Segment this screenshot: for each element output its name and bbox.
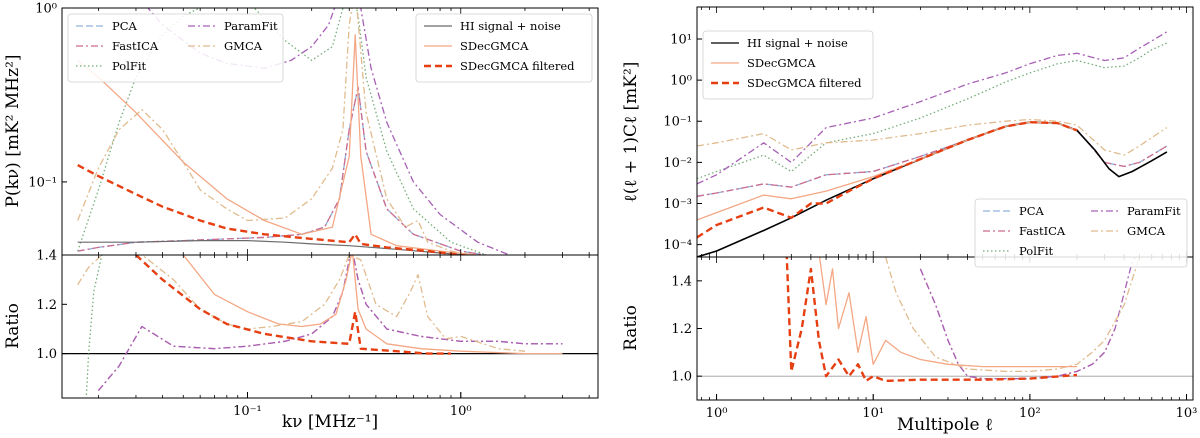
left-bottom-series-fastica (97, 255, 563, 392)
right-bottom-series-gmca (884, 257, 1167, 373)
left-x-axis-label: kν [MHz⁻¹] (282, 412, 378, 432)
right-top-y-tick-label: 10¹ (670, 33, 692, 48)
right-bottom-y-axis-label: Ratio (621, 305, 641, 351)
right-bottom-series-sdecgmca-filtered (785, 257, 1078, 383)
right-top-series-pca (697, 121, 1168, 197)
left-bottom-x-tick-label: 10⁰ (450, 404, 472, 419)
right-legend-methods-frame (974, 198, 1188, 268)
right-top-series-paramfit (697, 31, 1168, 185)
left-legend-methods-entry-fastica: FastICA (112, 39, 159, 53)
right-legend-signal-frame (702, 30, 874, 100)
left-top-y-axis-label: P(kν) [mK² MHz²] (3, 54, 23, 207)
right-bottom-y-tick-label: 1.0 (671, 370, 692, 385)
right-top-y-axis-label: ℓ(ℓ + 1)Cℓ [mK²] (621, 62, 641, 203)
right-legend-signal-entry-sdecgmca-filtered: SDecGMCA filtered (747, 76, 862, 90)
right-bottom-series-group (785, 257, 1167, 383)
left-legend-methods-frame (67, 13, 284, 83)
left-top-series-gmca (77, 8, 478, 255)
right-legend-signal-entry-sdecgmca: SDecGMCA (747, 56, 816, 70)
left-bottom-axes-frame (61, 254, 599, 399)
right-legend-signal: HI signal + noise SDecGMCA SDecGMCA filter… (702, 30, 874, 100)
right-legend-methods-entry-polfit: PolFit (1019, 244, 1054, 258)
right-bottom-x-tick-label: 10¹ (862, 406, 884, 421)
left-bottom-y-axis-label: Ratio (3, 303, 23, 349)
right-x-axis-label: Multipole ℓ (897, 415, 993, 435)
right-top-y-tick-label: 10⁻¹ (663, 115, 692, 130)
left-top-y-tick-label: 10⁻¹ (28, 175, 57, 190)
right-top-series-group (697, 31, 1168, 257)
right-top-series-fastica (697, 121, 1168, 197)
left-top-y-tick-label: 1.4 (36, 249, 57, 264)
left-legend-methods-entry-pca: PCA (112, 19, 138, 33)
left-legend-methods-entry-gmca: GMCA (224, 39, 263, 53)
right-bottom-x-tick-label: 10⁰ (706, 406, 728, 421)
left-bottom-series-group (77, 255, 563, 398)
right-legend-methods-entry-fastica: FastICA (1019, 224, 1066, 238)
left-legend-methods: PCA FastICA PolFit ParamFit GMCA (67, 13, 284, 83)
right-top-y-tick-label: 10⁻³ (663, 197, 692, 212)
left-top-series-sdecgmca-filtered (77, 164, 472, 255)
left-top-y-tick-label: 10⁰ (35, 2, 57, 17)
left-legend-signal-entry-sdecgmca-filtered: SDecGMCA filtered (460, 59, 575, 73)
right-legend-methods-entry-gmca: GMCA (1127, 224, 1166, 238)
left-bottom-series-sdecgmca-filtered (135, 255, 451, 355)
left-bottom-series-paramfit (97, 255, 563, 392)
right-top-series-gmca (697, 118, 1168, 156)
left-bottom-series-sdecgmca (180, 255, 563, 355)
right-bottom-series-sdecgmca (818, 257, 1077, 368)
left-legend-signal-frame (415, 13, 593, 83)
left-legend-signal: HI signal + noise SDecGMCA SDecGMCA filter… (415, 13, 593, 83)
right-top-y-tick-label: 10⁰ (670, 74, 692, 89)
right-legend-signal-entry-hi-signal-noise: HI signal + noise (747, 36, 848, 50)
right-top-series-sdecgmca-filtered (697, 121, 1078, 239)
left-bottom-series-polfit (85, 255, 103, 398)
left-top-series-fastica (77, 86, 490, 255)
right-bottom-x-tick-label: 10² (1019, 406, 1041, 421)
right-top-series-polfit (697, 42, 1168, 180)
left-legend-methods-entry-paramfit: ParamFit (224, 19, 278, 33)
left-bottom-series-gmca (77, 255, 526, 352)
left-top-series-sdecgmca (77, 34, 483, 255)
right-bottom-x-tick-label: 10³ (1176, 406, 1198, 421)
right-top-y-tick-label: 10⁻² (663, 156, 692, 171)
right-bottom-series-fastica (919, 268, 1116, 380)
right-legend-methods-entry-paramfit: ParamFit (1127, 204, 1181, 218)
right-top-y-tick-label: 10⁻⁴ (663, 238, 692, 253)
right-bottom-y-tick-label: 1.2 (671, 322, 692, 337)
right-legend-methods: PCA FastICA PolFit ParamFit GMCA (974, 198, 1188, 268)
right-legend-methods-entry-pca: PCA (1019, 204, 1045, 218)
left-top-series-hi-signal-noise (77, 240, 473, 255)
left-bottom-x-tick-label: 10⁻¹ (233, 404, 262, 419)
left-bottom-y-tick-label: 1.2 (36, 298, 57, 313)
left-legend-signal-entry-sdecgmca: SDecGMCA (460, 39, 529, 53)
right-bottom-y-tick-label: 1.4 (671, 274, 692, 289)
left-legend-methods-entry-polfit: PolFit (112, 59, 147, 73)
left-bottom-y-tick-label: 1.0 (36, 347, 57, 362)
right-bottom-series-paramfit (919, 257, 1154, 380)
left-legend-signal-entry-hi-signal-noise: HI signal + noise (460, 19, 561, 33)
